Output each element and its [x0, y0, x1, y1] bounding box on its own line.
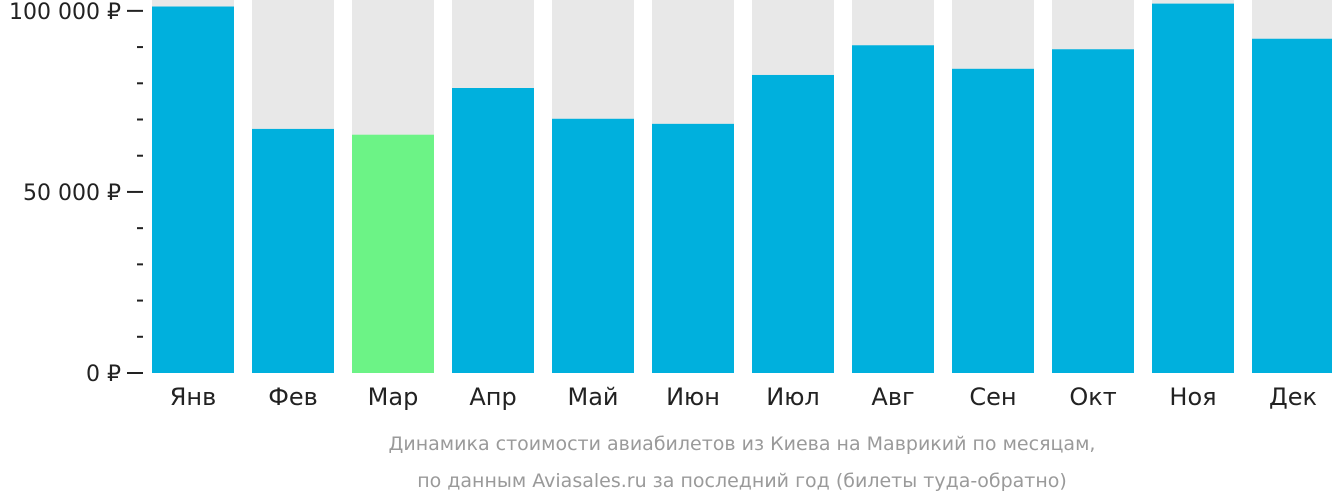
- x-tick-label: Янв: [170, 383, 217, 411]
- x-tick-label: Сен: [969, 383, 1016, 411]
- x-tick-label: Май: [567, 383, 618, 411]
- bar[interactable]: [1052, 49, 1134, 373]
- bar[interactable]: [752, 74, 834, 374]
- bar[interactable]: [1152, 3, 1234, 373]
- bar[interactable]: [552, 118, 634, 374]
- bar[interactable]: [352, 134, 434, 373]
- x-tick-label: Дек: [1269, 383, 1317, 411]
- bar[interactable]: [152, 6, 234, 374]
- bar[interactable]: [1252, 38, 1332, 374]
- chart-caption: Динамика стоимости авиабилетов из Киева …: [389, 433, 1096, 492]
- x-tick-label: Фев: [268, 383, 318, 411]
- x-tick-label: Ноя: [1169, 383, 1216, 411]
- x-tick-label: Июн: [666, 383, 720, 411]
- bar[interactable]: [952, 68, 1034, 374]
- bar[interactable]: [452, 87, 534, 374]
- bar[interactable]: [652, 123, 734, 373]
- y-tick-label: 100 000 ₽: [9, 0, 121, 25]
- y-tick-label: 0 ₽: [86, 362, 121, 387]
- x-tick-label: Окт: [1069, 383, 1116, 411]
- x-tick-label: Авг: [871, 383, 914, 411]
- y-tick-label: 50 000 ₽: [23, 181, 121, 206]
- x-tick-label: Апр: [469, 383, 516, 411]
- x-tick-label: Июл: [766, 383, 820, 411]
- bar[interactable]: [252, 128, 334, 373]
- bars: [152, 0, 1332, 374]
- x-axis-labels: Янв Фев Мар Апр Май Июн Июл Авг Сен Окт Ноя Дек: [170, 383, 1317, 411]
- y-axis: 0 ₽ 50 000 ₽ 100 000 ₽: [9, 0, 143, 387]
- bar[interactable]: [852, 45, 934, 373]
- caption-line-2: по данным Aviasales.ru за последний год …: [417, 470, 1067, 492]
- caption-line-1: Динамика стоимости авиабилетов из Киева …: [389, 433, 1096, 455]
- x-tick-label: Мар: [368, 383, 419, 411]
